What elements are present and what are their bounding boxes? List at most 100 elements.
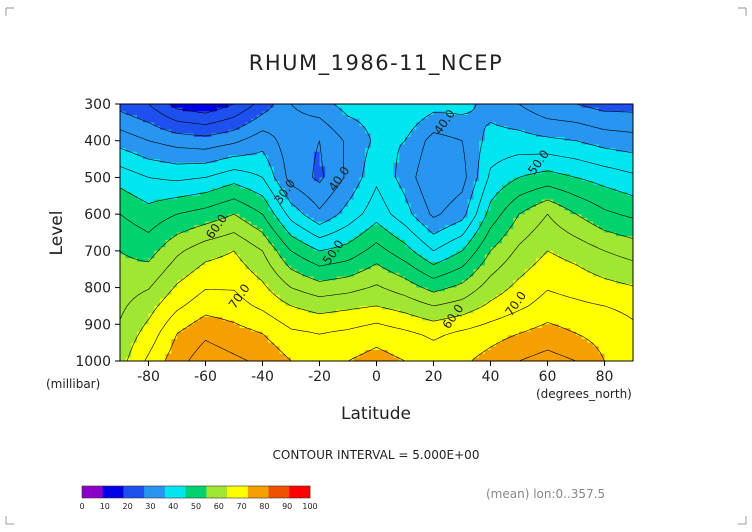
heat-cell xyxy=(484,155,492,160)
heat-cell xyxy=(205,250,212,256)
heat-cell xyxy=(228,217,235,223)
heat-cell xyxy=(171,148,178,153)
heat-cell xyxy=(405,188,412,193)
heat-cell xyxy=(359,151,366,156)
heat-cell xyxy=(291,104,298,109)
heat-cell xyxy=(279,210,286,215)
heat-cell xyxy=(553,140,560,145)
heat-cell xyxy=(154,162,161,168)
heat-cell xyxy=(479,265,486,270)
heat-cell xyxy=(473,140,480,145)
heat-cell xyxy=(370,243,378,248)
heat-cell xyxy=(382,173,389,179)
heat-cell xyxy=(273,305,281,311)
heat-cell xyxy=(427,173,435,179)
heat-cell xyxy=(262,144,269,149)
heat-cell xyxy=(342,239,349,245)
heat-cell xyxy=(199,118,207,123)
heat-cell xyxy=(199,181,207,186)
heat-cell xyxy=(416,126,423,131)
heat-cell xyxy=(570,217,577,223)
heat-cell xyxy=(291,265,298,270)
heat-cell xyxy=(302,217,309,223)
heat-cell xyxy=(530,151,537,156)
heat-cell xyxy=(410,221,417,226)
heat-cell xyxy=(273,181,281,186)
heat-cell xyxy=(348,166,355,171)
heat-cell xyxy=(142,214,150,219)
heat-cell xyxy=(587,228,594,234)
heat-cell xyxy=(416,280,423,285)
heat-cell xyxy=(450,107,457,112)
heat-cell xyxy=(496,287,503,292)
heat-cell xyxy=(120,221,127,226)
heat-cell xyxy=(484,236,492,241)
heat-cell xyxy=(422,272,429,278)
heat-cell xyxy=(576,133,583,138)
heat-cell xyxy=(507,217,514,223)
heat-cell xyxy=(387,203,395,208)
heat-cell xyxy=(348,302,355,307)
heat-cell xyxy=(159,261,167,267)
heat-cell xyxy=(142,247,150,252)
heat-cell xyxy=(325,184,332,190)
heat-cell xyxy=(131,210,138,215)
heat-cell xyxy=(439,221,446,226)
heat-cell xyxy=(558,269,566,274)
heat-cell xyxy=(125,173,132,179)
heat-cell xyxy=(137,107,144,112)
heat-cell xyxy=(376,159,383,164)
heat-cell xyxy=(507,195,514,201)
heat-cell xyxy=(142,170,150,175)
heat-cell xyxy=(325,170,332,175)
heat-cell xyxy=(142,294,150,300)
heat-cell xyxy=(422,133,429,138)
heat-cell xyxy=(405,192,412,197)
heat-cell xyxy=(262,214,269,219)
heat-cell xyxy=(513,291,520,296)
heat-cell xyxy=(154,144,161,149)
heat-cell xyxy=(576,210,583,215)
heat-cell xyxy=(576,104,583,109)
heat-cell xyxy=(416,269,423,274)
heat-cell xyxy=(433,276,440,281)
heat-cell xyxy=(171,269,178,274)
heat-cell xyxy=(387,269,395,274)
heat-cell xyxy=(239,291,246,296)
heat-cell xyxy=(205,272,212,278)
heat-cell xyxy=(239,261,246,267)
heat-cell xyxy=(530,166,537,171)
heat-cell xyxy=(530,298,537,303)
heat-cell xyxy=(171,155,178,160)
heat-cell xyxy=(519,272,526,278)
heat-cell xyxy=(256,151,264,156)
heat-cell xyxy=(211,129,218,134)
heat-cell xyxy=(479,210,486,215)
heat-cell xyxy=(216,199,224,204)
heat-cell xyxy=(177,258,184,263)
heat-cell xyxy=(576,173,583,179)
heat-cell xyxy=(177,247,184,252)
heat-cell xyxy=(399,122,406,127)
heat-cell xyxy=(410,192,417,197)
heat-cell xyxy=(222,177,229,182)
heat-cell xyxy=(558,287,566,292)
heat-cell xyxy=(188,188,195,193)
heat-cell xyxy=(199,192,207,197)
heat-cell xyxy=(222,269,229,274)
heat-cell xyxy=(273,276,281,281)
heat-cell xyxy=(365,162,372,168)
heat-cell xyxy=(234,269,241,274)
heat-cell xyxy=(615,298,623,303)
heat-cell xyxy=(154,261,161,267)
heat-cell xyxy=(564,151,571,156)
heat-cell xyxy=(222,276,229,281)
heat-cell xyxy=(393,283,400,289)
heat-cell xyxy=(479,195,486,201)
heat-cell xyxy=(593,291,600,296)
heat-cell xyxy=(387,239,395,245)
heat-cell xyxy=(365,104,372,109)
heat-cell xyxy=(228,181,235,186)
heat-cell xyxy=(462,302,469,307)
heat-cell xyxy=(319,122,326,127)
